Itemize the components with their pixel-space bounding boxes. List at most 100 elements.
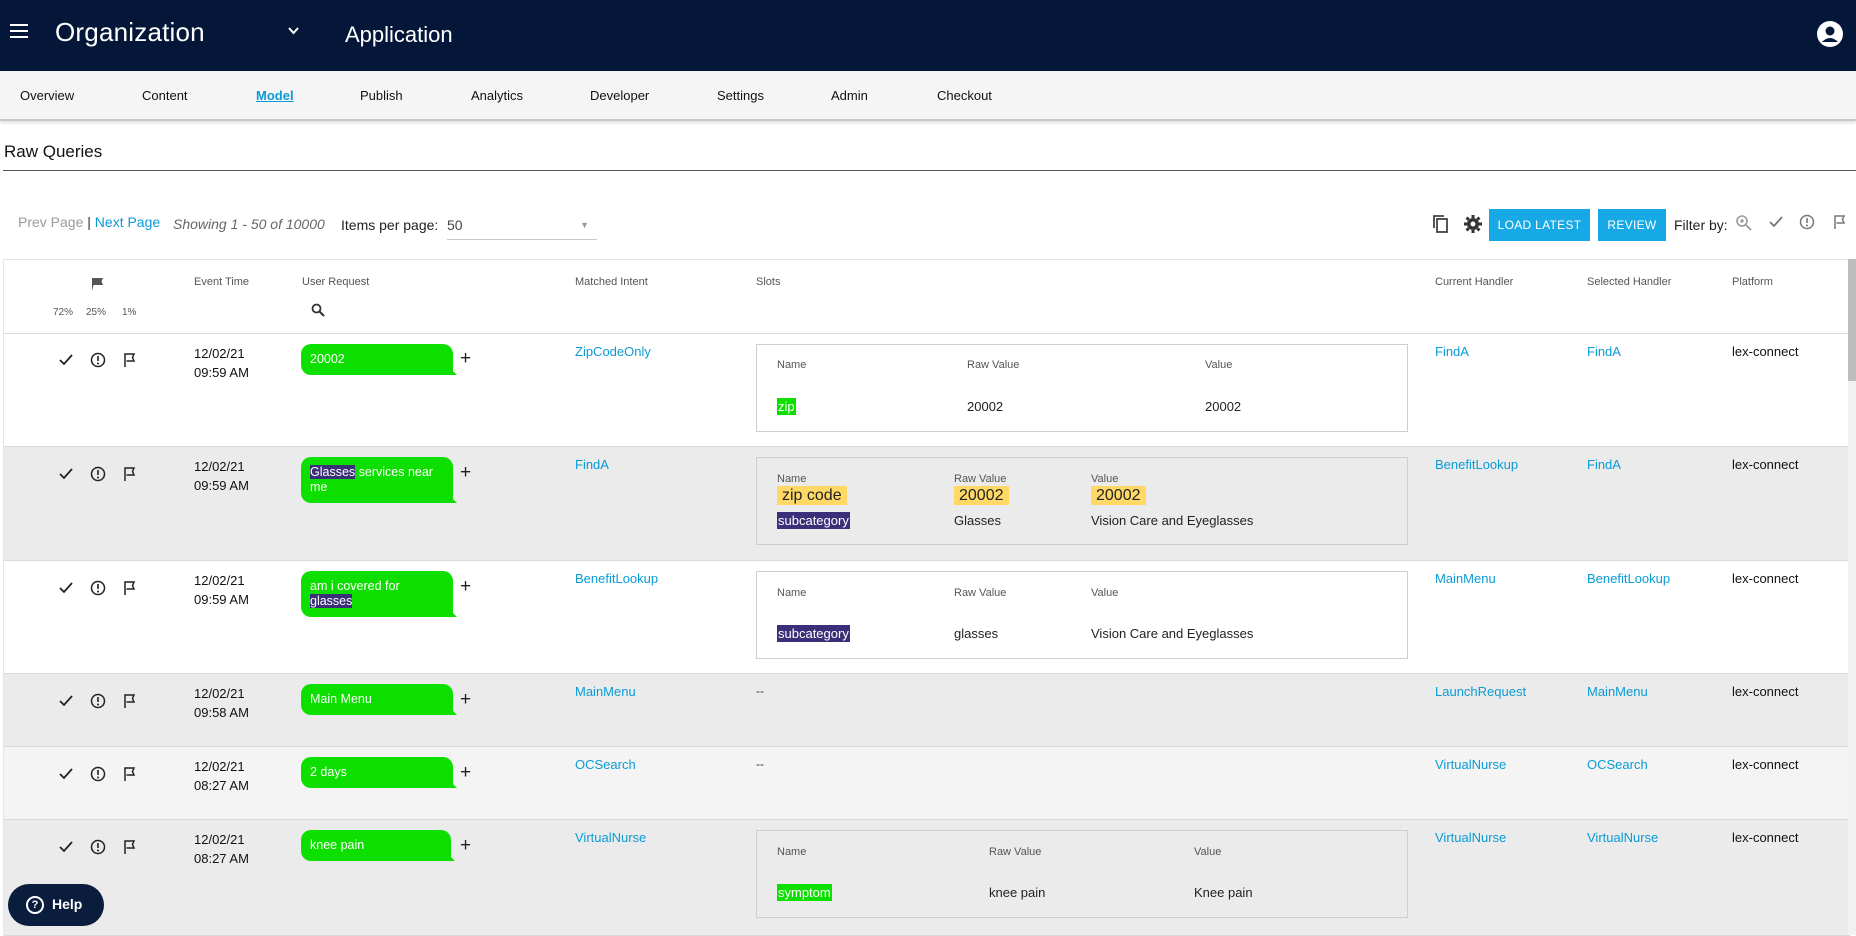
next-page-link[interactable]: Next Page <box>94 214 161 230</box>
header-platform[interactable]: Platform <box>1732 276 1773 288</box>
current-handler-link[interactable]: FindA <box>1435 344 1469 359</box>
copy-icon[interactable] <box>1432 214 1452 234</box>
current-handler-link[interactable]: VirtualNurse <box>1435 757 1507 772</box>
slot-header-value: Value <box>1205 359 1233 371</box>
flag-icon[interactable] <box>122 839 138 855</box>
alert-icon[interactable] <box>90 352 106 368</box>
flag-icon[interactable] <box>122 466 138 482</box>
zoom-search-icon[interactable] <box>1735 214 1755 234</box>
header-selected-handler[interactable]: Selected Handler <box>1587 276 1672 288</box>
selected-handler-link[interactable]: MainMenu <box>1587 684 1648 699</box>
check-icon[interactable] <box>58 766 74 782</box>
flag-column-icon[interactable] <box>90 276 106 297</box>
raw-queries-table: 72% 25% 1% Event Time User Request Match… <box>3 259 1850 936</box>
header-user-request[interactable]: User Request <box>302 276 370 288</box>
matched-intent-link[interactable]: MainMenu <box>575 684 636 699</box>
event-time: 12/02/21 08:27 AM <box>194 832 249 866</box>
nav-checkout[interactable]: Checkout <box>937 88 992 103</box>
selected-handler-link[interactable]: VirtualNurse <box>1587 830 1659 845</box>
matched-intent-link[interactable]: OCSearch <box>575 757 636 772</box>
flag-icon[interactable] <box>122 580 138 596</box>
event-time: 12/02/21 09:59 AM <box>194 573 249 607</box>
add-icon[interactable]: + <box>460 835 472 856</box>
alert-icon[interactable] <box>90 580 106 596</box>
matched-intent-link[interactable]: VirtualNurse <box>575 830 647 845</box>
check-icon[interactable] <box>58 580 74 596</box>
table-row[interactable]: 12/02/21 09:59 AM 20002 + ZipCodeOnly Nam… <box>4 334 1850 447</box>
slot-raw-value: 20002 <box>967 399 1004 414</box>
add-icon[interactable]: + <box>460 689 472 710</box>
selected-handler-link[interactable]: FindA <box>1587 344 1621 359</box>
flag-filter-icon[interactable] <box>1832 214 1852 234</box>
nav-overview[interactable]: Overview <box>20 88 75 103</box>
flag-icon[interactable] <box>122 352 138 368</box>
check-icon[interactable] <box>58 352 74 368</box>
selected-handler-link[interactable]: OCSearch <box>1587 757 1648 772</box>
current-handler-link[interactable]: BenefitLookup <box>1435 457 1519 472</box>
check-icon[interactable] <box>58 693 74 709</box>
matched-intent-link[interactable]: BenefitLookup <box>575 571 659 586</box>
check-icon[interactable] <box>58 466 74 482</box>
matched-intent-link[interactable]: FindA <box>575 457 609 472</box>
organization-title[interactable]: Organization <box>55 17 205 47</box>
matched-intent-link[interactable]: ZipCodeOnly <box>575 344 651 359</box>
nav-settings[interactable]: Settings <box>717 88 764 103</box>
flag-icon[interactable] <box>122 693 138 709</box>
check-filter-icon[interactable] <box>1768 214 1788 234</box>
nav-model[interactable]: Model <box>256 88 294 103</box>
nav-admin[interactable]: Admin <box>831 88 868 103</box>
header-current-handler[interactable]: Current Handler <box>1435 276 1514 288</box>
slots-empty: -- <box>756 757 764 771</box>
table-row[interactable]: 12/02/21 08:27 AM knee pain + VirtualNurs… <box>4 820 1850 936</box>
add-icon[interactable]: + <box>460 576 472 597</box>
review-button[interactable]: REVIEW <box>1598 209 1666 241</box>
slot-header-raw-value: Raw Value <box>989 846 1042 858</box>
flag-pct-alert: 25% <box>86 307 107 318</box>
table-row[interactable]: 12/02/21 09:58 AM Main Menu + MainMenu --… <box>4 674 1850 747</box>
chevron-down-icon[interactable] <box>288 26 299 38</box>
application-title[interactable]: Application <box>345 22 453 47</box>
check-icon[interactable] <box>58 839 74 855</box>
add-icon[interactable]: + <box>460 348 472 369</box>
items-per-page-select[interactable]: 50 ▼ <box>447 212 597 240</box>
platform: lex-connect <box>1732 830 1799 845</box>
nav-publish[interactable]: Publish <box>360 88 403 103</box>
help-button[interactable]: ? Help <box>8 884 104 926</box>
alert-icon[interactable] <box>90 839 106 855</box>
search-icon[interactable] <box>311 303 325 322</box>
header-slots[interactable]: Slots <box>756 276 781 288</box>
table-row[interactable]: 12/02/21 09:59 AM am i covered for glasse… <box>4 561 1850 674</box>
selected-handler-link[interactable]: BenefitLookup <box>1587 571 1671 586</box>
slot-header-raw-value: Raw Value <box>967 359 1020 371</box>
nav-content[interactable]: Content <box>142 88 188 103</box>
add-icon[interactable]: + <box>460 462 472 483</box>
load-latest-button[interactable]: LOAD LATEST <box>1489 209 1590 241</box>
nav-analytics[interactable]: Analytics <box>471 88 524 103</box>
account-circle-icon[interactable] <box>1816 20 1844 48</box>
alert-filter-icon[interactable] <box>1799 214 1819 234</box>
alert-icon[interactable] <box>90 766 106 782</box>
current-handler-link[interactable]: VirtualNurse <box>1435 830 1507 845</box>
add-icon[interactable]: + <box>460 762 472 783</box>
showing-count: Showing 1 - 50 of 10000 <box>173 216 325 232</box>
table-row[interactable]: 12/02/21 08:27 AM 2 days + OCSearch -- Vi… <box>4 747 1850 820</box>
header-event-time[interactable]: Event Time <box>194 276 250 288</box>
alert-icon[interactable] <box>90 466 106 482</box>
current-handler-link[interactable]: LaunchRequest <box>1435 684 1527 699</box>
current-handler-link[interactable]: MainMenu <box>1435 571 1496 586</box>
help-label: Help <box>52 896 83 912</box>
scrollbar-thumb[interactable] <box>1848 259 1856 381</box>
nav-developer[interactable]: Developer <box>590 88 650 103</box>
prev-page-link[interactable]: Prev Page <box>18 214 84 230</box>
flag-icon[interactable] <box>122 766 138 782</box>
slots-table: Name Raw Value Value subcategory glasses… <box>756 571 1408 659</box>
platform: lex-connect <box>1732 684 1799 699</box>
table-scrollbar[interactable] <box>1848 259 1856 935</box>
header-matched-intent[interactable]: Matched Intent <box>575 276 648 288</box>
event-time: 12/02/21 09:58 AM <box>194 686 249 720</box>
selected-handler-link[interactable]: FindA <box>1587 457 1621 472</box>
gear-icon[interactable] <box>1463 214 1483 234</box>
menu-icon[interactable] <box>10 24 28 38</box>
table-row[interactable]: 12/02/21 09:59 AM Glasses services near m… <box>4 447 1850 561</box>
alert-icon[interactable] <box>90 693 106 709</box>
